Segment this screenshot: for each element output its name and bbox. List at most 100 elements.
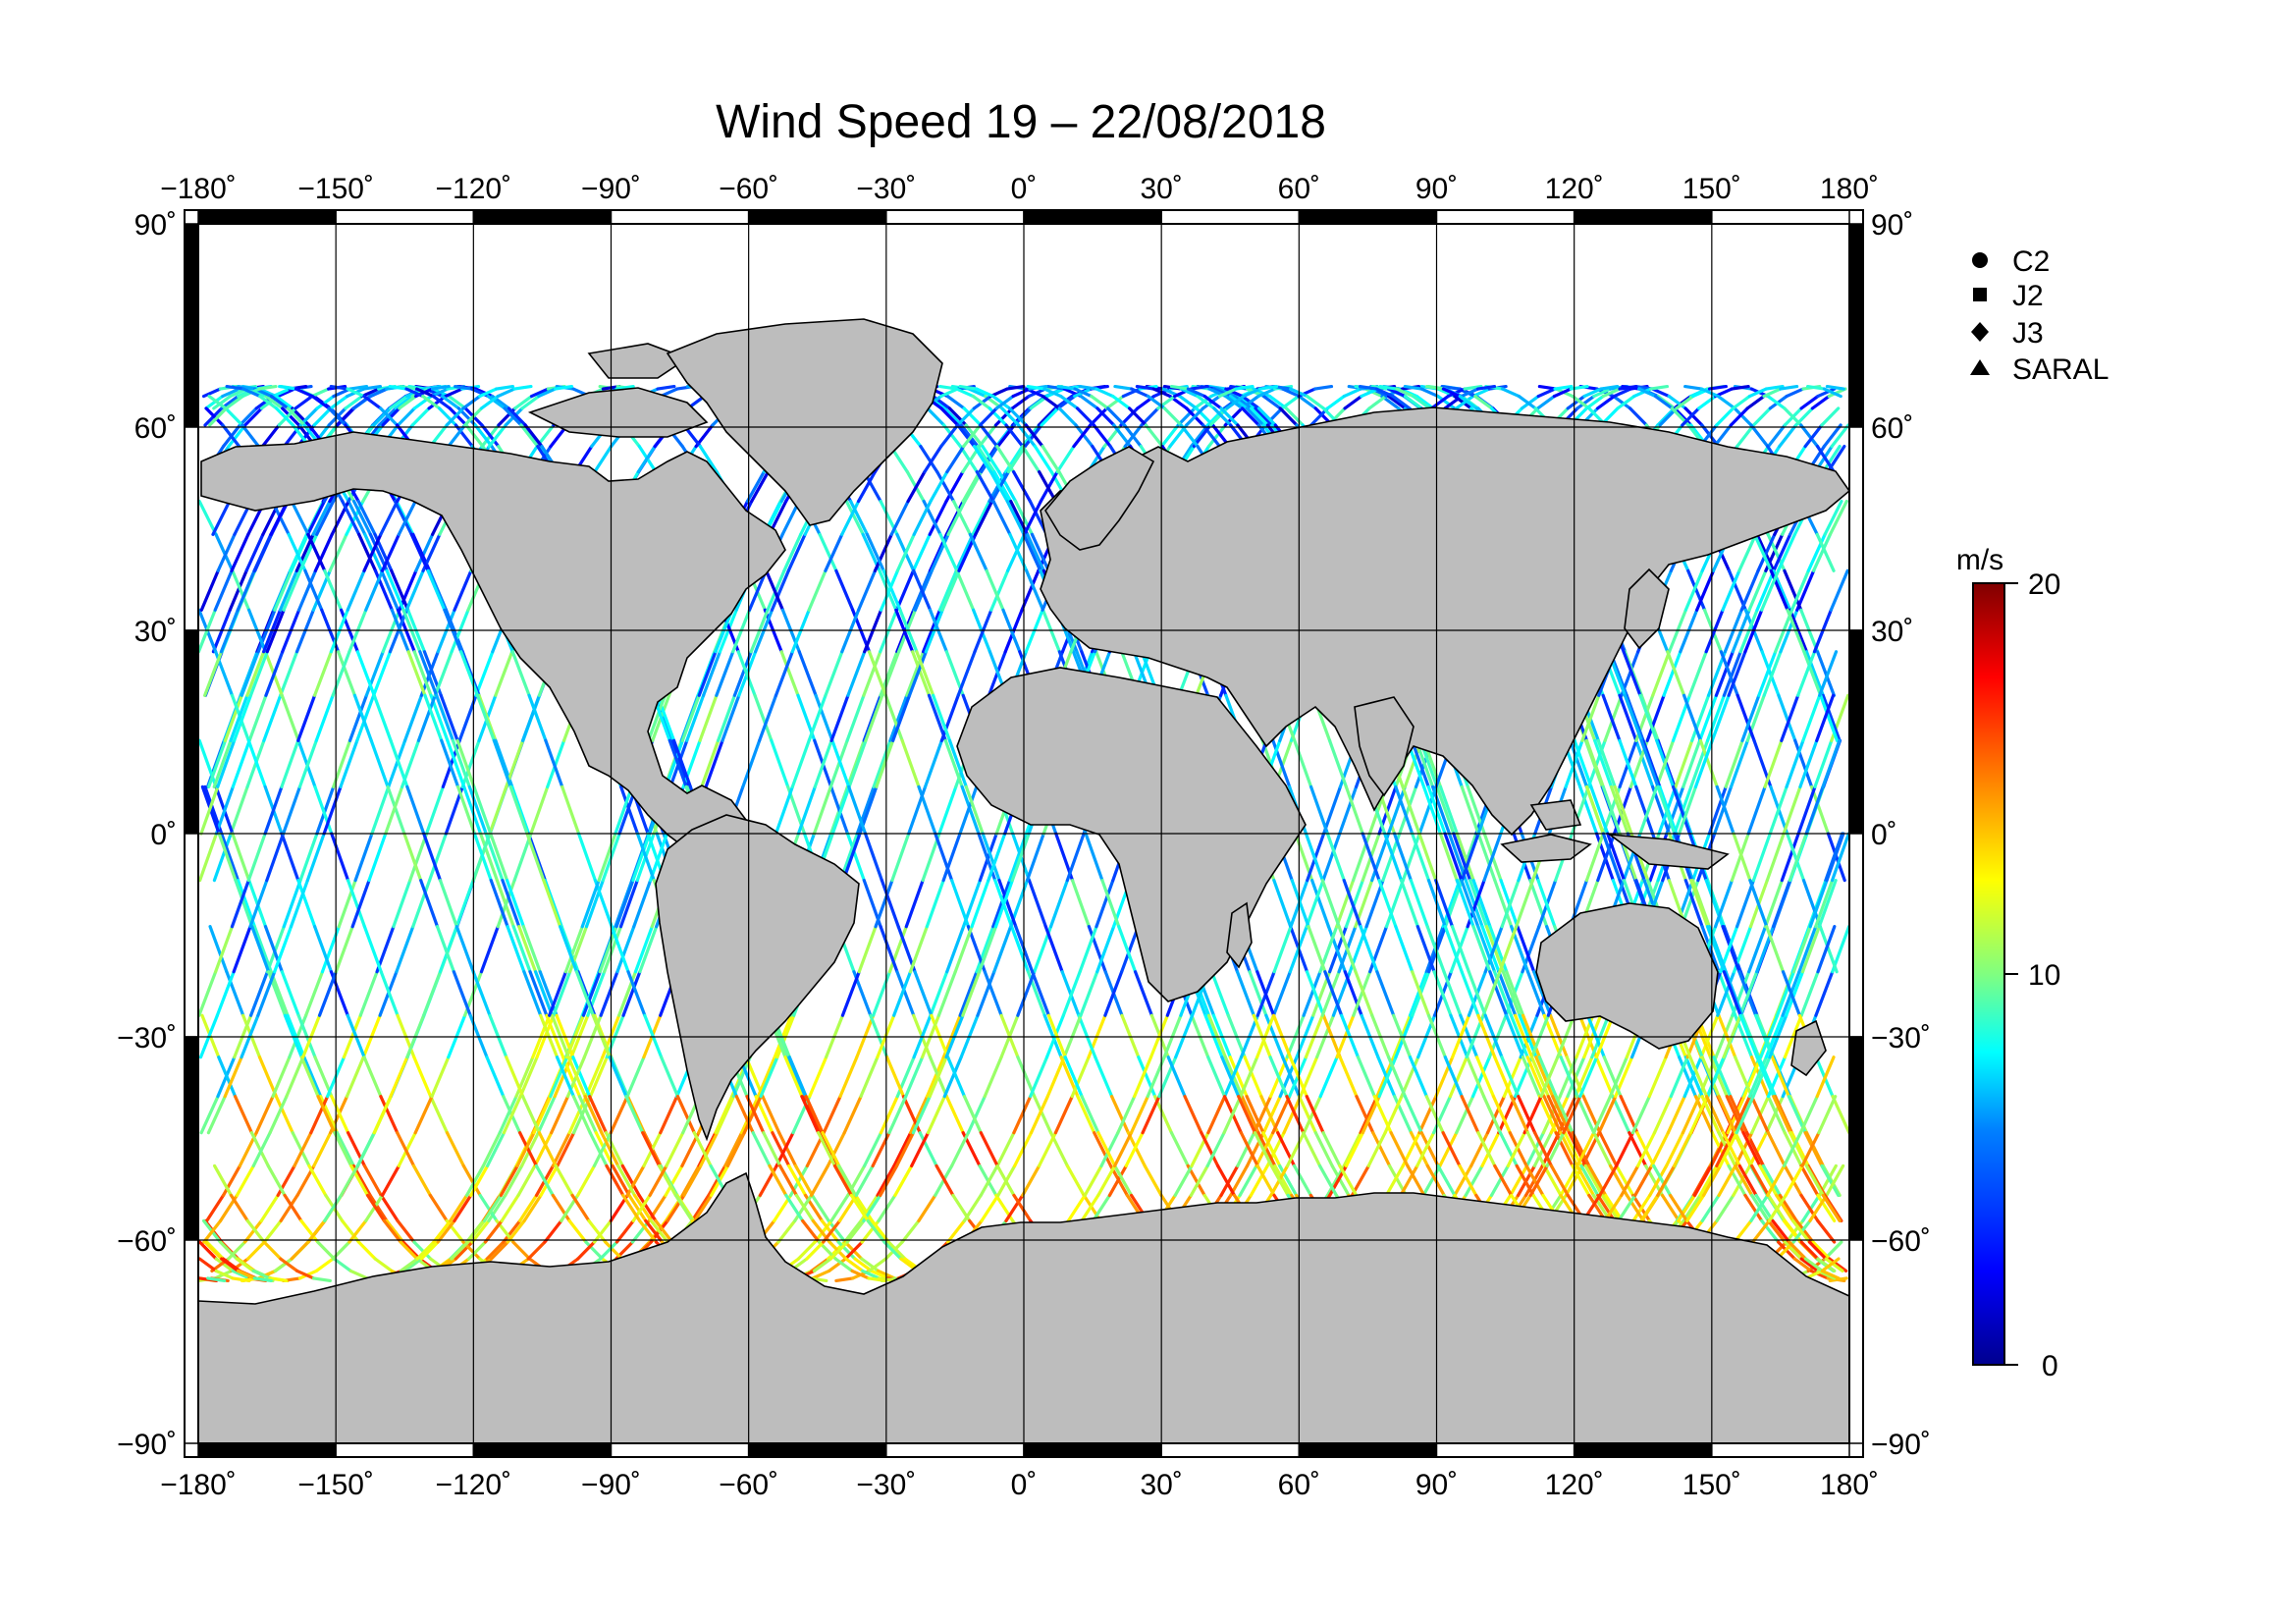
track-segment	[1205, 1131, 1226, 1168]
track-segment	[279, 1193, 299, 1222]
frame-segment-top	[472, 209, 613, 225]
track-segment	[777, 1131, 798, 1168]
track-segment	[566, 1055, 587, 1099]
track-segment	[346, 879, 366, 929]
track-segment	[1655, 738, 1676, 788]
track-segment	[759, 1055, 779, 1099]
track-segment	[1758, 1163, 1779, 1198]
track-segment	[1803, 1257, 1824, 1273]
track-segment	[1667, 394, 1687, 410]
track-segment	[1636, 1131, 1657, 1168]
track-segment	[243, 406, 264, 427]
track-segment	[1536, 394, 1557, 410]
track-segment	[1224, 387, 1245, 399]
track-segment	[932, 693, 952, 742]
track-segment	[1620, 1163, 1640, 1198]
track-segment	[1658, 784, 1679, 836]
track-segment	[282, 423, 302, 449]
track-segment	[521, 925, 542, 974]
track-segment	[1575, 1163, 1596, 1198]
track-segment	[269, 394, 290, 410]
track-segment	[1179, 387, 1200, 399]
land-north-america	[200, 431, 786, 855]
track-segment	[214, 1269, 235, 1280]
track-segment	[281, 406, 301, 427]
track-segment	[475, 693, 496, 742]
track-segment	[1688, 1095, 1709, 1135]
track-segment	[926, 1095, 946, 1135]
track-segment	[1481, 970, 1502, 1017]
track-segment	[1525, 1055, 1546, 1099]
track-segment	[1622, 650, 1642, 697]
track-segment	[1796, 650, 1817, 697]
track-segment	[1448, 1055, 1468, 1099]
track-segment	[1104, 394, 1125, 410]
track-segment	[520, 394, 541, 410]
track-segment	[1734, 1163, 1754, 1198]
track-segment	[1419, 1131, 1440, 1168]
track-segment	[1549, 1163, 1570, 1198]
lon-tick-label-bottom: 30˚	[1140, 1469, 1182, 1501]
legend-marker-diamond	[1971, 322, 1989, 342]
track-segment	[472, 832, 493, 883]
track-segment	[1293, 738, 1313, 788]
track-segment	[207, 394, 228, 410]
track-segment	[1628, 406, 1649, 427]
track-segment	[1537, 1095, 1558, 1135]
track-segment	[220, 832, 240, 883]
track-segment	[1236, 1131, 1256, 1168]
track-segment	[944, 1095, 965, 1135]
track-segment	[1209, 970, 1230, 1017]
track-segment	[911, 532, 932, 572]
track-segment	[1106, 406, 1127, 427]
track-segment	[1464, 1163, 1484, 1198]
frame-segment-bottom	[197, 1442, 337, 1458]
track-segment	[1688, 1055, 1709, 1099]
track-segment	[386, 784, 406, 836]
track-segment	[597, 832, 617, 883]
lat-tick-label-left: 30˚	[134, 616, 177, 648]
track-segment	[1460, 1095, 1480, 1135]
track-segment	[1598, 1163, 1619, 1198]
track-segment	[1777, 693, 1797, 742]
track-segment	[223, 1055, 243, 1099]
track-segment	[492, 738, 512, 788]
track-segment	[297, 738, 318, 788]
track-segment	[794, 1193, 815, 1222]
track-segment	[1359, 925, 1379, 974]
track-segment	[1411, 832, 1431, 883]
track-segment	[1442, 970, 1463, 1017]
legend-label-saral: SARAL	[2012, 353, 2109, 386]
track-segment	[1006, 532, 1027, 572]
track-segment	[699, 1131, 720, 1168]
track-segment	[1220, 1055, 1241, 1099]
track-segment	[950, 879, 971, 929]
track-segment	[498, 1095, 518, 1135]
track-segment	[1083, 1163, 1103, 1198]
track-segment	[534, 1163, 555, 1198]
track-segment	[412, 394, 433, 410]
track-segment	[1004, 423, 1025, 449]
track-segment	[346, 568, 366, 612]
track-segment	[787, 1055, 808, 1099]
track-segment	[891, 693, 912, 742]
track-segment	[692, 1131, 713, 1168]
track-segment	[213, 568, 234, 612]
track-segment	[1321, 1131, 1342, 1168]
track-segment	[1273, 1163, 1294, 1198]
track-segment	[454, 1240, 474, 1261]
track-segment	[478, 832, 499, 883]
lon-tick-label-top: 60˚	[1278, 173, 1320, 205]
track-segment	[1325, 394, 1346, 410]
track-segment	[330, 1095, 350, 1135]
track-segment	[262, 1240, 283, 1261]
track-segment	[408, 832, 429, 883]
track-segment	[525, 832, 546, 883]
track-segment	[1394, 784, 1415, 836]
track-segment	[847, 738, 868, 788]
track-segment	[1143, 1163, 1163, 1198]
track-segment	[926, 406, 946, 427]
track-segment	[1567, 1131, 1587, 1168]
frame-segment-top	[885, 209, 1025, 225]
track-segment	[1536, 387, 1557, 399]
